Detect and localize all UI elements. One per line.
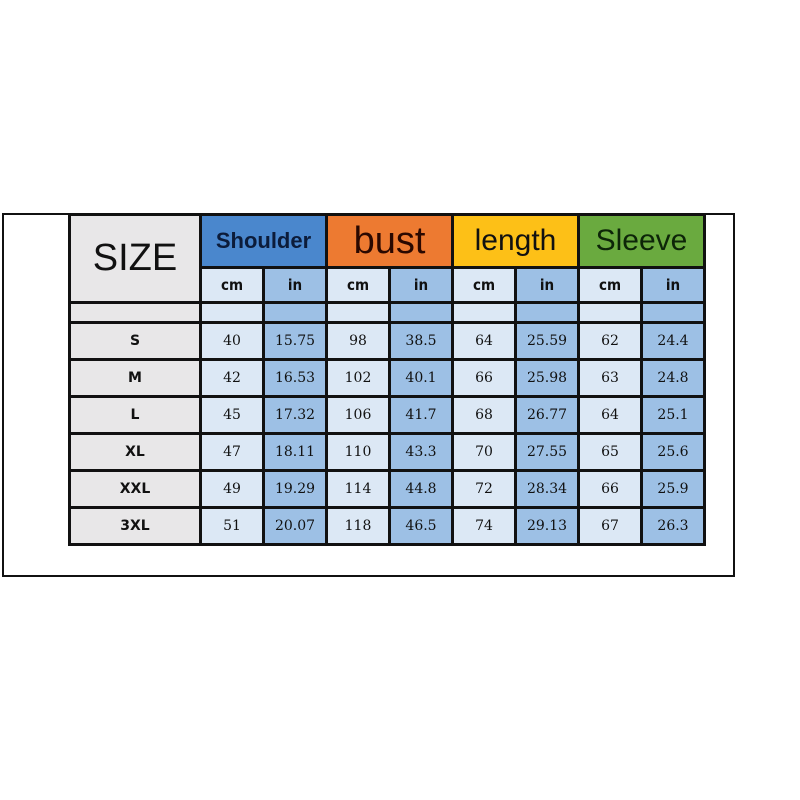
value-cell: 63 bbox=[577, 358, 643, 398]
value-cell: 38.5 bbox=[388, 321, 454, 361]
table-row: S 40 15.75 98 38.5 64 25.59 62 24.4 bbox=[68, 321, 706, 361]
value-cell: 16.53 bbox=[262, 358, 328, 398]
size-cell: L bbox=[68, 395, 202, 435]
table-row: L 45 17.32 106 41.7 68 26.77 64 25.1 bbox=[68, 395, 706, 435]
value-cell: 17.32 bbox=[262, 395, 328, 435]
spacer-cell bbox=[262, 301, 328, 324]
value-cell: 25.59 bbox=[514, 321, 580, 361]
spacer-cell bbox=[68, 301, 202, 324]
value-cell: 26.77 bbox=[514, 395, 580, 435]
spacer-row bbox=[68, 301, 706, 324]
value-cell: 25.6 bbox=[640, 432, 706, 472]
spacer-cell bbox=[514, 301, 580, 324]
value-cell: 64 bbox=[451, 321, 517, 361]
size-cell: XL bbox=[68, 432, 202, 472]
value-cell: 110 bbox=[325, 432, 391, 472]
value-cell: 24.4 bbox=[640, 321, 706, 361]
value-cell: 45 bbox=[199, 395, 265, 435]
value-cell: 19.29 bbox=[262, 469, 328, 509]
value-cell: 25.9 bbox=[640, 469, 706, 509]
value-cell: 72 bbox=[451, 469, 517, 509]
size-chart-table: SIZE Shoulder bust length Sleeve cm in cm i… bbox=[68, 213, 706, 546]
size-cell: M bbox=[68, 358, 202, 398]
value-cell: 46.5 bbox=[388, 506, 454, 546]
value-cell: 66 bbox=[577, 469, 643, 509]
value-cell: 114 bbox=[325, 469, 391, 509]
value-cell: 66 bbox=[451, 358, 517, 398]
value-cell: 29.13 bbox=[514, 506, 580, 546]
spacer-cell bbox=[640, 301, 706, 324]
size-header: SIZE bbox=[68, 213, 202, 304]
value-cell: 28.34 bbox=[514, 469, 580, 509]
table-row: M 42 16.53 102 40.1 66 25.98 63 24.8 bbox=[68, 358, 706, 398]
value-cell: 47 bbox=[199, 432, 265, 472]
value-cell: 98 bbox=[325, 321, 391, 361]
size-cell: S bbox=[68, 321, 202, 361]
size-cell: 3XL bbox=[68, 506, 202, 546]
unit-header-in: in bbox=[640, 266, 706, 304]
unit-header-cm: cm bbox=[325, 266, 391, 304]
unit-header-in: in bbox=[514, 266, 580, 304]
value-cell: 118 bbox=[325, 506, 391, 546]
value-cell: 67 bbox=[577, 506, 643, 546]
value-cell: 26.3 bbox=[640, 506, 706, 546]
table-row: 3XL 51 20.07 118 46.5 74 29.13 67 26.3 bbox=[68, 506, 706, 546]
table-row: XL 47 18.11 110 43.3 70 27.55 65 25.6 bbox=[68, 432, 706, 472]
group-header-length: length bbox=[451, 213, 580, 269]
unit-header-in: in bbox=[388, 266, 454, 304]
value-cell: 102 bbox=[325, 358, 391, 398]
group-header-sleeve: Sleeve bbox=[577, 213, 706, 269]
group-header-bust: bust bbox=[325, 213, 454, 269]
spacer-cell bbox=[388, 301, 454, 324]
value-cell: 65 bbox=[577, 432, 643, 472]
value-cell: 68 bbox=[451, 395, 517, 435]
value-cell: 41.7 bbox=[388, 395, 454, 435]
value-cell: 15.75 bbox=[262, 321, 328, 361]
value-cell: 44.8 bbox=[388, 469, 454, 509]
value-cell: 43.3 bbox=[388, 432, 454, 472]
unit-header-cm: cm bbox=[199, 266, 265, 304]
value-cell: 70 bbox=[451, 432, 517, 472]
value-cell: 25.1 bbox=[640, 395, 706, 435]
spacer-cell bbox=[199, 301, 265, 324]
value-cell: 25.98 bbox=[514, 358, 580, 398]
spacer-cell bbox=[451, 301, 517, 324]
table-row: XXL 49 19.29 114 44.8 72 28.34 66 25.9 bbox=[68, 469, 706, 509]
value-cell: 74 bbox=[451, 506, 517, 546]
spacer-cell bbox=[325, 301, 391, 324]
value-cell: 106 bbox=[325, 395, 391, 435]
group-header-shoulder: Shoulder bbox=[199, 213, 328, 269]
value-cell: 40 bbox=[199, 321, 265, 361]
value-cell: 40.1 bbox=[388, 358, 454, 398]
unit-header-in: in bbox=[262, 266, 328, 304]
value-cell: 24.8 bbox=[640, 358, 706, 398]
value-cell: 49 bbox=[199, 469, 265, 509]
value-cell: 64 bbox=[577, 395, 643, 435]
value-cell: 42 bbox=[199, 358, 265, 398]
size-cell: XXL bbox=[68, 469, 202, 509]
unit-header-cm: cm bbox=[451, 266, 517, 304]
unit-header-cm: cm bbox=[577, 266, 643, 304]
spacer-cell bbox=[577, 301, 643, 324]
value-cell: 62 bbox=[577, 321, 643, 361]
value-cell: 20.07 bbox=[262, 506, 328, 546]
value-cell: 27.55 bbox=[514, 432, 580, 472]
value-cell: 18.11 bbox=[262, 432, 328, 472]
value-cell: 51 bbox=[199, 506, 265, 546]
